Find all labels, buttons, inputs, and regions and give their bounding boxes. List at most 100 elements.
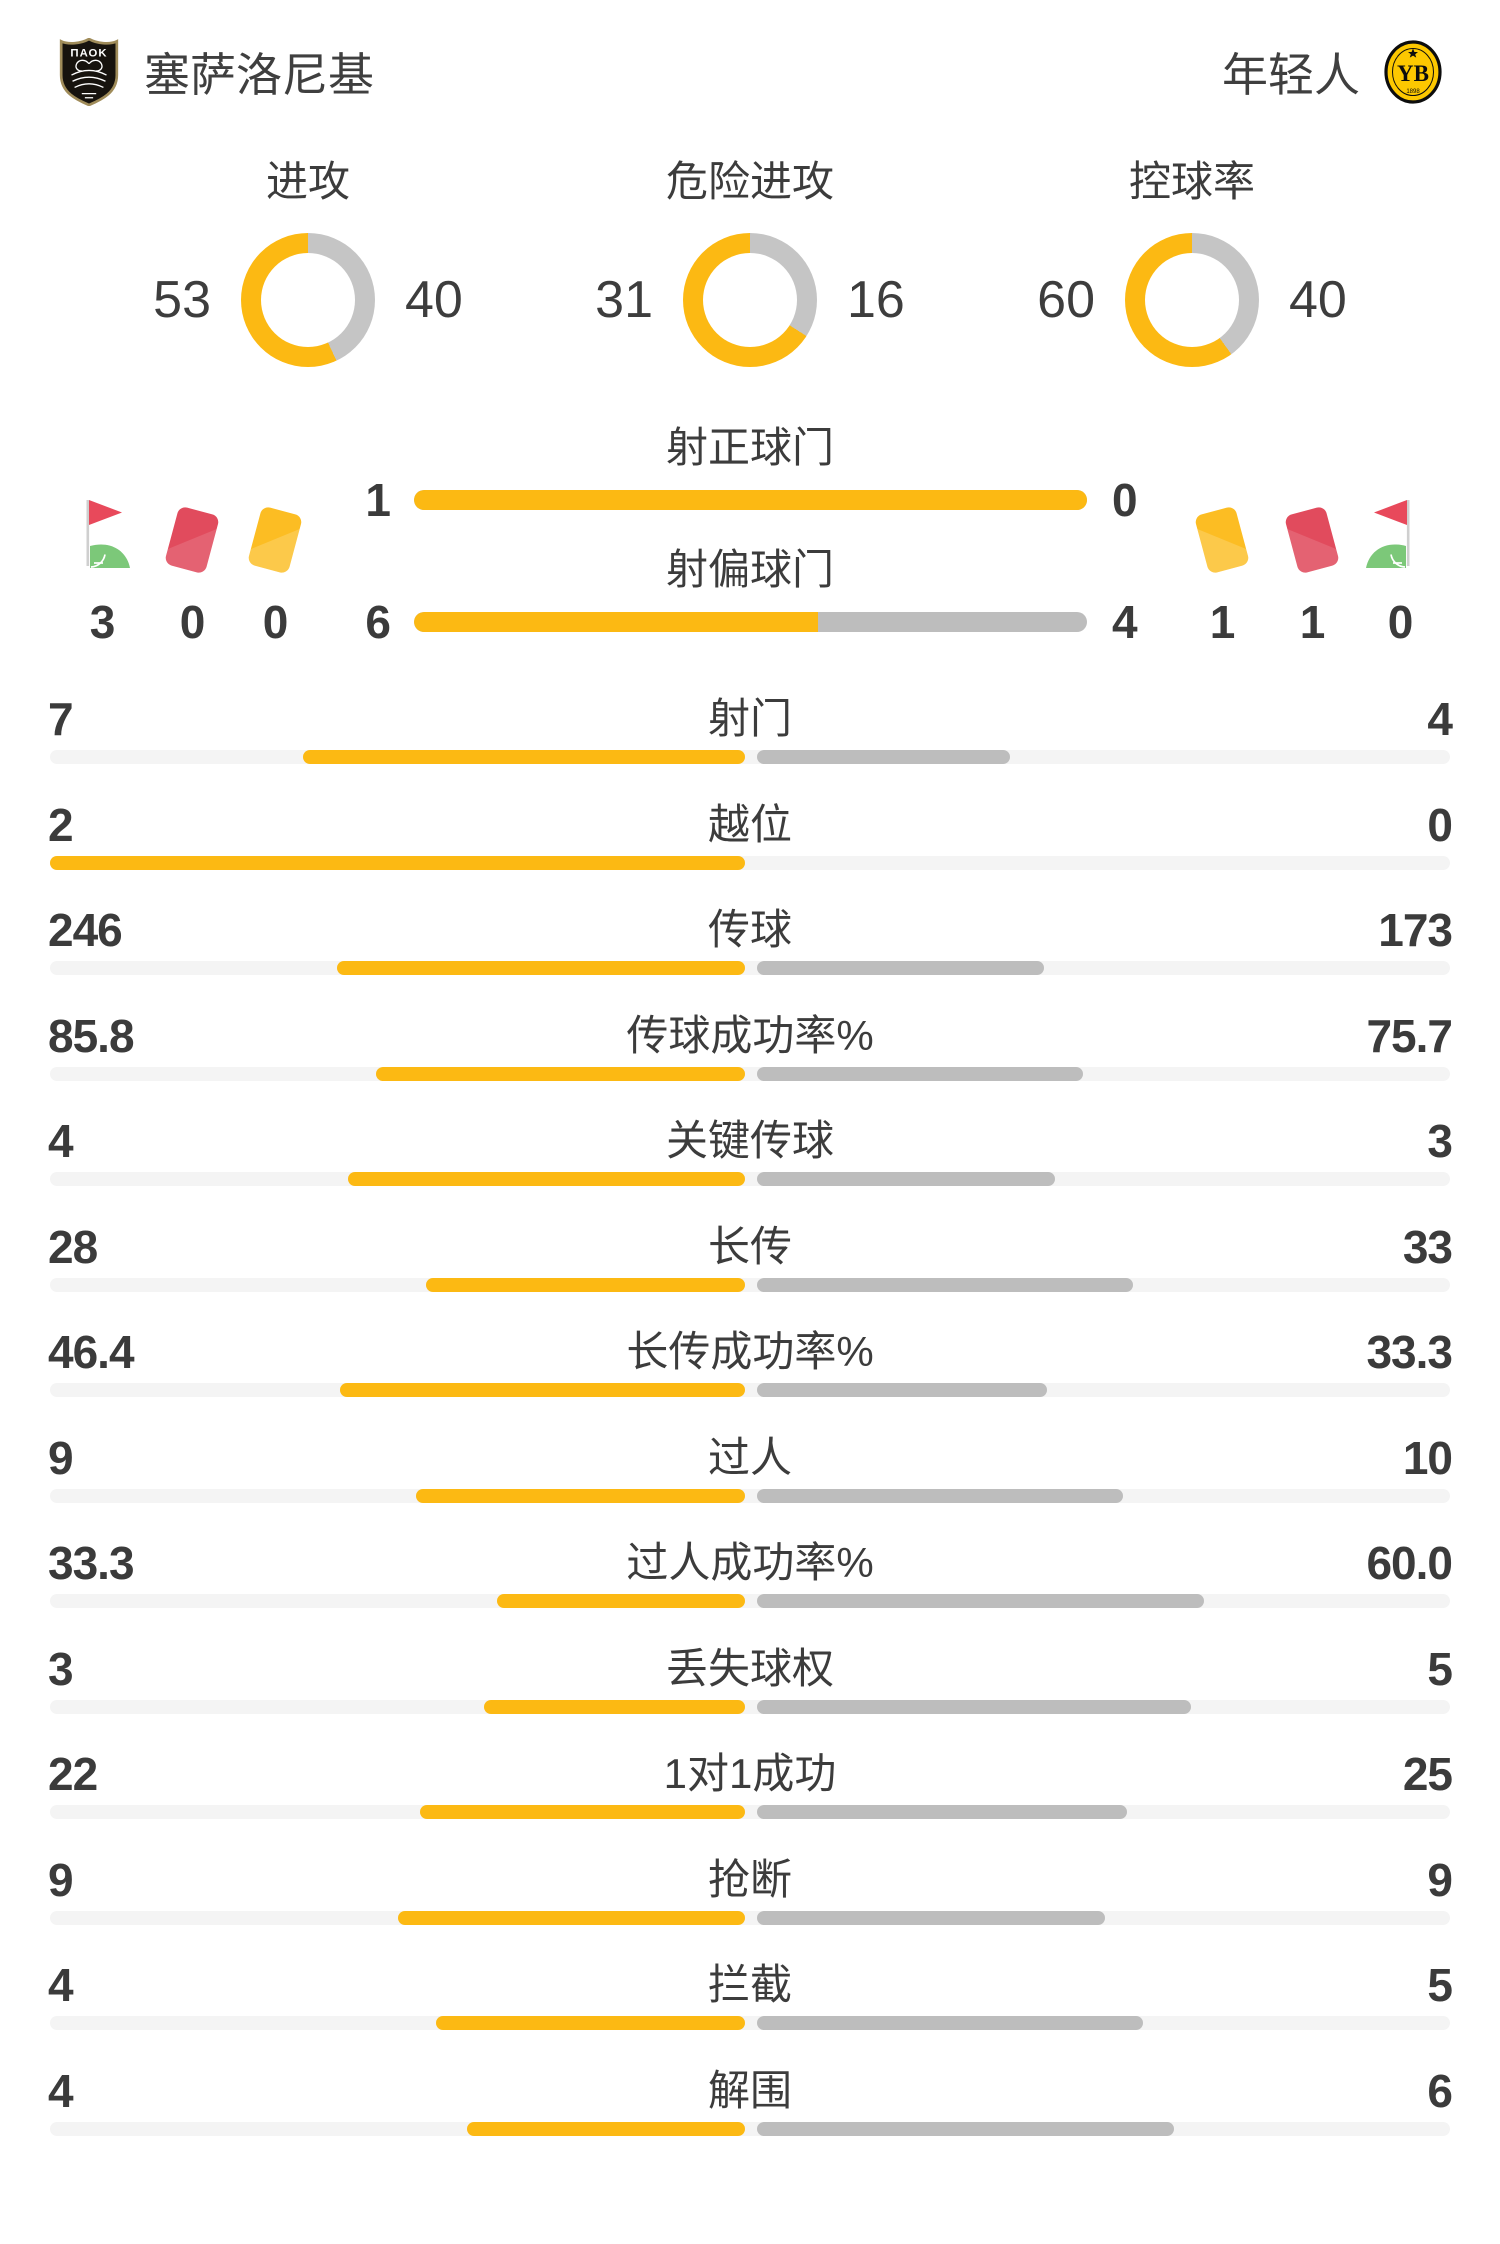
- possession-label: 控球率: [1128, 158, 1255, 205]
- young-boys-crest-icon: YB 1898: [1384, 40, 1442, 104]
- stat-bar-track: [50, 1383, 1450, 1397]
- stat-home-bar: [436, 2016, 745, 2030]
- possession-donut-chart: [1125, 233, 1259, 367]
- stat-away-bar: [757, 750, 1010, 764]
- stat-label: 1对1成功: [663, 1750, 837, 1797]
- match-header: ΠΑΟΚ 塞萨洛尼基 年轻人 YB 1898: [0, 0, 1500, 106]
- home-red-card-icon: [163, 504, 222, 575]
- attacks-label: 进攻: [265, 158, 350, 205]
- stat-away-value: 6: [1427, 2064, 1453, 2117]
- stat-bar-track: [50, 961, 1450, 975]
- stat-away-bar: [757, 1383, 1048, 1397]
- stat-home-bar: [336, 961, 745, 975]
- stat-bar-track: [50, 1066, 1450, 1081]
- stat-bar-track: [50, 1910, 1450, 1925]
- stat-bar-track: [50, 1277, 1450, 1292]
- stat-label: 过人成功率%: [626, 1539, 874, 1586]
- stat-away-bar: [757, 1910, 1105, 1925]
- stat-row: 4 解围 6: [0, 2064, 1500, 2174]
- stat-home-value: 28: [48, 1220, 98, 1273]
- possession-away-value: 40: [1289, 271, 1347, 329]
- stat-row: 2 越位 0: [0, 798, 1500, 908]
- stats-list: 7 射门 4 2 越位 0 246 传球 173 85.8 传球成功率% 75.…: [0, 696, 1500, 2173]
- stat-away-bar: [757, 1805, 1127, 1819]
- svg-text:1898: 1898: [1406, 89, 1420, 95]
- stat-away-value: 25: [1402, 1748, 1453, 1800]
- home-red-cards-count: 0: [179, 596, 206, 648]
- svg-text:ΠΑΟΚ: ΠΑΟΚ: [70, 48, 107, 60]
- stat-away-bar: [757, 2121, 1174, 2136]
- stat-row: 4 拦截 5: [0, 1962, 1500, 2068]
- stat-home-value: 7: [48, 693, 74, 745]
- stat-bar-track: [50, 1488, 1450, 1503]
- stat-away-value: 33: [1402, 1220, 1453, 1273]
- stat-home-bar: [50, 855, 745, 870]
- stat-home-bar: [484, 1699, 745, 1714]
- stat-bar-track: [50, 750, 1450, 764]
- stat-bar-track: [50, 1172, 1450, 1186]
- stat-home-bar: [467, 2121, 745, 2136]
- away-team-name: 年轻人: [1222, 49, 1360, 101]
- stat-label: 越位: [707, 800, 792, 848]
- stat-row: 46.4 长传成功率% 33.3: [0, 1329, 1500, 1435]
- away-team: 年轻人 YB 1898: [1222, 39, 1442, 105]
- stat-home-bar: [496, 1594, 745, 1608]
- away-red-cards-count: 1: [1299, 596, 1326, 648]
- stat-away-bar: [757, 1699, 1192, 1714]
- stat-home-value: 4: [48, 1959, 74, 2011]
- stat-label: 解围: [707, 2066, 792, 2114]
- stat-bar-track: [50, 1594, 1450, 1608]
- stat-label: 拦截: [707, 1961, 792, 2008]
- shots-section: 射正球门 1 0 射偏球门 6 4: [0, 426, 1500, 696]
- attacks-away-value: 40: [405, 271, 463, 329]
- stat-label: 关键传球: [665, 1117, 834, 1164]
- stat-bar-track: [50, 1699, 1450, 1714]
- stat-bar-track: [50, 1805, 1450, 1819]
- shots-on-target-bar: [414, 490, 1087, 510]
- stat-away-value: 4: [1427, 693, 1453, 745]
- dangerous-attacks-donut-chart: [683, 233, 817, 367]
- possession-home-value: 60: [1037, 271, 1095, 329]
- shots-on-target-bar-fill: [414, 490, 1087, 510]
- shots-off-target-home-value: 6: [365, 596, 391, 648]
- stat-away-bar: [757, 2016, 1144, 2030]
- stat-home-value: 4: [48, 2064, 74, 2117]
- stat-label: 长传: [707, 1222, 792, 1270]
- stat-label: 射门: [707, 695, 792, 742]
- shots-off-target-away-value: 4: [1112, 596, 1138, 648]
- dangerous-attacks-label: 危险进攻: [665, 158, 834, 205]
- stat-home-value: 46.4: [48, 1326, 135, 1378]
- home-team: ΠΑΟΚ 塞萨洛尼基: [58, 38, 374, 106]
- stat-away-value: 10: [1402, 1431, 1453, 1484]
- shots-on-target-home-value: 1: [365, 474, 391, 526]
- dangerous-attacks-home-value: 31: [595, 271, 653, 329]
- stat-row: 4 关键传球 3: [0, 1118, 1500, 1224]
- stat-label: 长传成功率%: [626, 1328, 874, 1375]
- stat-home-value: 4: [48, 1115, 74, 1167]
- home-corners-count: 3: [89, 596, 116, 648]
- stat-row: 85.8 传球成功率% 75.7: [0, 1009, 1500, 1119]
- stat-home-value: 2: [48, 798, 74, 851]
- stat-away-value: 33.3: [1366, 1326, 1453, 1378]
- stat-row: 33.3 过人成功率% 60.0: [0, 1540, 1500, 1646]
- stat-label: 过人: [707, 1433, 792, 1481]
- stat-home-value: 9: [48, 1431, 74, 1484]
- stat-row: 9 过人 10: [0, 1431, 1500, 1541]
- dangerous-attacks-donut-group: 危险进攻 31 16: [558, 160, 942, 367]
- stat-away-value: 0: [1427, 798, 1453, 851]
- stat-home-value: 9: [48, 1853, 74, 1906]
- shots-off-target-label: 射偏球门: [665, 546, 834, 593]
- stat-away-value: 75.7: [1366, 1009, 1453, 1062]
- paok-crest-icon: ΠΑΟΚ: [58, 38, 120, 106]
- stat-row: 9 抢断 9: [0, 1853, 1500, 1963]
- stat-home-bar: [347, 1172, 745, 1186]
- stat-home-bar: [302, 750, 745, 764]
- overview-donuts: 进攻 53 40 危险进攻 31 16 控球率 60 40: [0, 160, 1500, 367]
- stat-home-value: 22: [48, 1748, 98, 1800]
- stat-row: 246 传球 173: [0, 907, 1500, 1013]
- stat-home-bar: [415, 1488, 745, 1503]
- svg-text:YB: YB: [1397, 61, 1429, 86]
- stat-label: 传球: [707, 906, 792, 953]
- stat-away-bar: [757, 1594, 1204, 1608]
- stat-home-value: 246: [48, 904, 123, 956]
